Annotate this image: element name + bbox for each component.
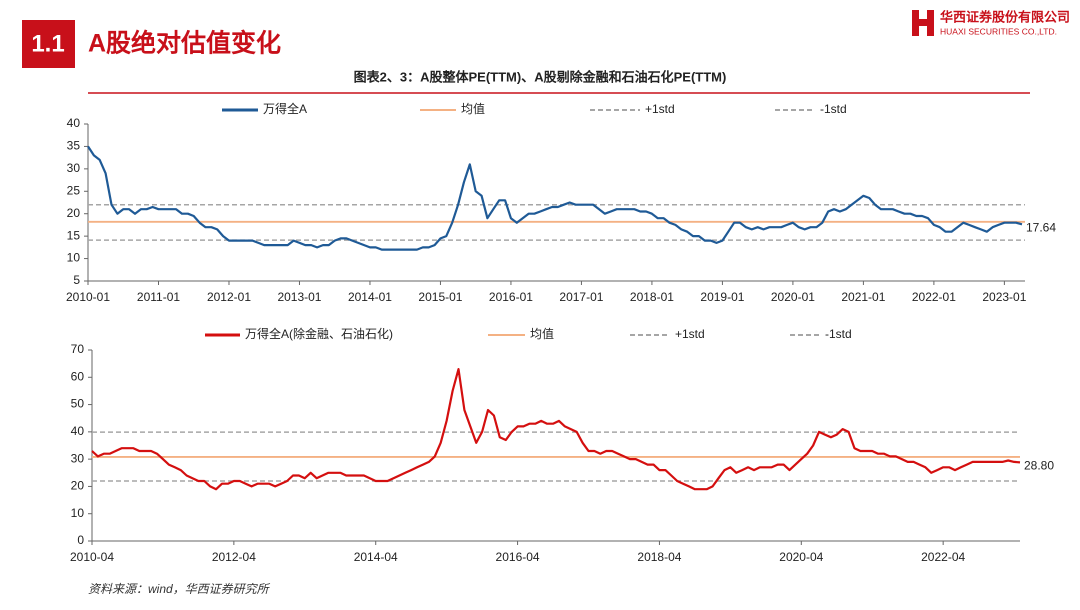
y-tick-label: 10	[67, 251, 81, 265]
y-tick-label: 10	[71, 506, 85, 520]
x-tick-label: 2012-04	[212, 550, 256, 564]
legend-label: -1std	[825, 327, 852, 341]
x-tick-label: 2010-01	[66, 290, 110, 304]
x-tick-label: 2017-01	[559, 290, 603, 304]
x-tick-label: 2015-01	[418, 290, 462, 304]
legend-label: -1std	[820, 102, 847, 116]
x-tick-label: 2020-01	[771, 290, 815, 304]
y-tick-label: 30	[67, 161, 81, 175]
legend-label: +1std	[645, 102, 675, 116]
x-tick-label: 2018-01	[630, 290, 674, 304]
legend-label: 万得全A	[263, 101, 307, 116]
y-tick-label: 20	[67, 206, 81, 220]
x-tick-label: 2010-04	[70, 550, 114, 564]
x-tick-label: 2021-01	[841, 290, 885, 304]
source-note: 资料来源：wind，华西证券研究所	[88, 582, 271, 596]
end-value-label: 17.64	[1026, 220, 1056, 234]
logo-mark	[912, 10, 934, 36]
legend-label: +1std	[675, 327, 705, 341]
y-tick-label: 5	[73, 273, 80, 287]
y-tick-label: 70	[71, 342, 85, 356]
x-tick-label: 2012-01	[207, 290, 251, 304]
x-tick-label: 2011-01	[137, 290, 180, 304]
series-line	[91, 368, 1021, 491]
x-tick-label: 2016-04	[496, 550, 540, 564]
y-tick-label: 25	[67, 183, 81, 197]
company-name-en: HUAXI SECURITIES CO.,LTD.	[940, 26, 1057, 36]
legend-label: 均值	[530, 326, 554, 341]
x-tick-label: 2022-01	[912, 290, 956, 304]
figure-title: 图表2、3：A股整体PE(TTM)、A股剔除金融和石油石化PE(TTM)	[354, 69, 727, 84]
x-tick-label: 2019-01	[700, 290, 744, 304]
x-tick-label: 2022-04	[921, 550, 965, 564]
company-name: 华西证券股份有限公司	[940, 9, 1070, 24]
x-tick-label: 2014-01	[348, 290, 392, 304]
x-tick-label: 2016-01	[489, 290, 533, 304]
x-tick-label: 2018-04	[637, 550, 681, 564]
y-tick-label: 0	[77, 533, 84, 547]
section-box	[22, 20, 75, 68]
y-tick-label: 50	[71, 397, 85, 411]
slide-title: A股绝对估值变化	[88, 29, 281, 58]
y-tick-label: 30	[71, 451, 85, 465]
y-tick-label: 20	[71, 479, 85, 493]
y-tick-label: 40	[71, 424, 85, 438]
x-tick-label: 2013-01	[277, 290, 321, 304]
x-tick-label: 2023-01	[982, 290, 1026, 304]
x-tick-label: 2020-04	[779, 550, 823, 564]
section-number: 1.1	[31, 30, 64, 57]
series-line	[87, 145, 1023, 251]
y-tick-label: 15	[67, 228, 81, 242]
legend-label: 均值	[461, 101, 485, 116]
x-tick-label: 2014-04	[354, 550, 398, 564]
legend-label: 万得全A(除金融、石油石化)	[245, 326, 393, 341]
y-tick-label: 35	[67, 139, 81, 153]
y-tick-label: 60	[71, 369, 85, 383]
y-tick-label: 40	[67, 116, 81, 130]
end-value-label: 28.80	[1024, 459, 1054, 473]
